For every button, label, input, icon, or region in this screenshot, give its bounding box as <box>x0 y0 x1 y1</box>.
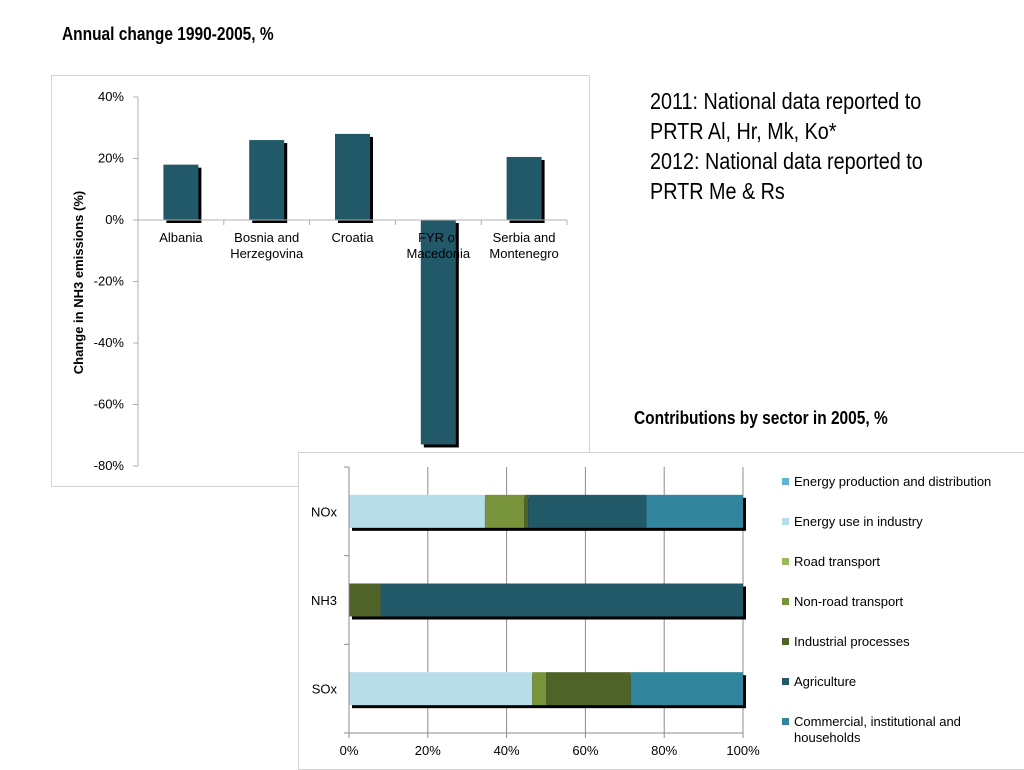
legend-label: Commercial, institutional and households <box>794 714 961 745</box>
legend-swatch <box>782 638 789 645</box>
category-label: Bosnia and <box>234 230 299 245</box>
legend-label: Energy production and distribution <box>794 474 992 489</box>
note-line-4: PRTR Me & Rs <box>650 178 785 204</box>
y-tick-label: 40% <box>98 89 124 104</box>
category-label: Albania <box>159 230 203 245</box>
bar <box>249 140 285 220</box>
legend-swatch <box>782 678 789 685</box>
bar-segment <box>484 494 525 528</box>
bar-segment <box>380 583 743 617</box>
x-tick-label: 40% <box>494 743 520 758</box>
annual-change-title: Annual change 1990-2005, % <box>62 24 274 44</box>
category-label: Herzegovina <box>230 246 304 261</box>
bar-segment <box>630 672 743 706</box>
legend-swatch <box>782 718 789 725</box>
bar <box>420 220 456 445</box>
category-label: Croatia <box>332 230 375 245</box>
category-label: NH3 <box>311 593 337 608</box>
note-line-2: PRTR Al, Hr, Mk, Ko* <box>650 118 837 144</box>
bar-segment <box>646 494 743 528</box>
x-tick-label: 20% <box>415 743 441 758</box>
legend-swatch <box>782 518 789 525</box>
y-axis-label: Change in NH3 emissions (%) <box>71 191 86 374</box>
legend-label: Agriculture <box>794 674 857 689</box>
bar <box>163 164 199 220</box>
x-tick-label: 0% <box>340 743 359 758</box>
bar-segment <box>528 494 647 528</box>
legend-swatch <box>782 478 789 485</box>
bar-segment <box>349 494 485 528</box>
x-tick-label: 60% <box>572 743 598 758</box>
bar-segment <box>524 494 529 528</box>
legend-label: Road transport <box>794 554 880 569</box>
bar-segment <box>349 583 381 617</box>
bar <box>506 156 542 220</box>
category-label: SOx <box>312 682 338 697</box>
category-label: Serbia and <box>493 230 556 245</box>
note-line-3: 2012: National data reported to <box>650 148 923 174</box>
bar <box>335 133 370 220</box>
y-tick-label: -40% <box>94 335 125 350</box>
y-tick-label: 20% <box>98 151 124 166</box>
annual-change-chart-panel <box>51 75 590 487</box>
y-tick-label: 0% <box>105 212 124 227</box>
legend-label: Energy use in industry <box>794 514 923 529</box>
bar-segment <box>532 672 546 706</box>
bar-segment <box>349 672 533 706</box>
legend-label: Industrial processes <box>794 634 910 649</box>
contributions-title: Contributions by sector in 2005, % <box>634 408 888 428</box>
note-line-1: 2011: National data reported to <box>650 88 922 114</box>
legend-label: Non-road transport <box>794 594 904 609</box>
bar-segment <box>546 672 631 706</box>
category-label: FYR of <box>418 230 459 245</box>
x-tick-label: 100% <box>726 743 760 758</box>
category-label: NOx <box>311 504 338 519</box>
y-tick-label: -60% <box>94 397 125 412</box>
y-tick-label: -20% <box>94 274 125 289</box>
category-label: Macedonia <box>406 246 470 261</box>
x-tick-label: 80% <box>651 743 677 758</box>
category-label: Montenegro <box>489 246 558 261</box>
legend-swatch <box>782 598 789 605</box>
reporting-note: 2011: National data reported to PRTR Al,… <box>650 86 923 206</box>
y-tick-label: -80% <box>94 458 125 473</box>
legend-swatch <box>782 558 789 565</box>
